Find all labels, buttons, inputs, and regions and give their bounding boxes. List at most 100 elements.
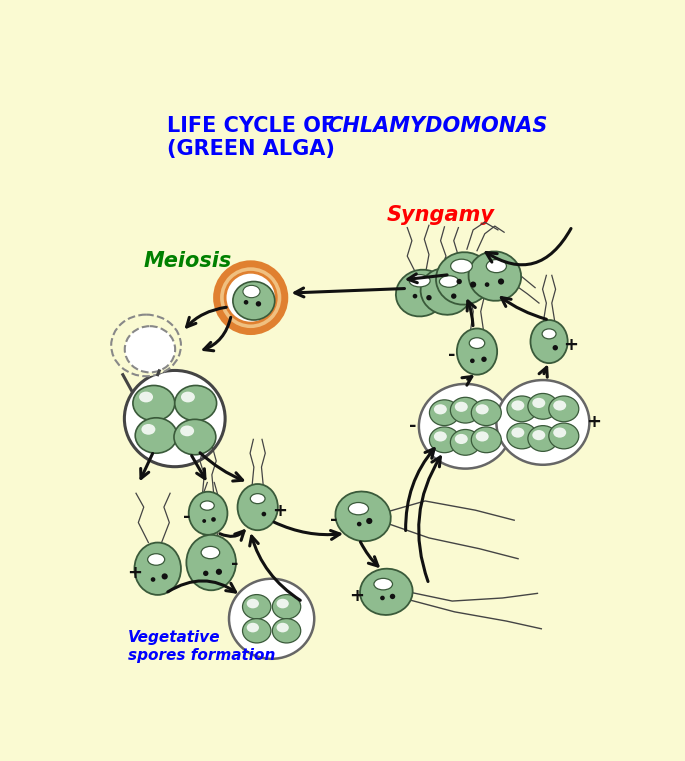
Ellipse shape — [360, 568, 412, 615]
Circle shape — [380, 596, 385, 600]
Ellipse shape — [421, 269, 471, 315]
Ellipse shape — [507, 396, 537, 422]
Ellipse shape — [497, 380, 589, 465]
Ellipse shape — [553, 428, 566, 438]
Ellipse shape — [125, 326, 175, 372]
Circle shape — [244, 300, 249, 304]
Circle shape — [151, 577, 155, 582]
Ellipse shape — [455, 402, 468, 412]
Text: Meiosis: Meiosis — [144, 250, 232, 271]
Circle shape — [498, 279, 504, 285]
Ellipse shape — [174, 419, 216, 455]
Ellipse shape — [247, 599, 259, 608]
Ellipse shape — [238, 484, 278, 530]
Circle shape — [451, 294, 456, 299]
Text: LIFE CYCLE OF: LIFE CYCLE OF — [167, 116, 342, 136]
Ellipse shape — [186, 535, 236, 591]
Circle shape — [412, 294, 417, 298]
Ellipse shape — [469, 251, 521, 301]
Ellipse shape — [512, 400, 524, 411]
Ellipse shape — [396, 269, 447, 317]
Circle shape — [482, 357, 486, 362]
Circle shape — [162, 573, 168, 579]
Ellipse shape — [243, 285, 260, 298]
Ellipse shape — [528, 425, 558, 451]
Circle shape — [203, 571, 208, 576]
Ellipse shape — [349, 502, 369, 515]
Ellipse shape — [242, 594, 271, 619]
Ellipse shape — [273, 594, 301, 619]
Circle shape — [202, 519, 206, 523]
Ellipse shape — [139, 392, 153, 403]
Ellipse shape — [419, 384, 512, 469]
Ellipse shape — [429, 400, 460, 425]
Ellipse shape — [471, 400, 501, 425]
Circle shape — [426, 295, 432, 301]
Ellipse shape — [148, 554, 164, 565]
Ellipse shape — [225, 272, 276, 323]
Circle shape — [216, 568, 222, 575]
Ellipse shape — [436, 252, 492, 304]
Ellipse shape — [216, 264, 285, 332]
Circle shape — [553, 345, 558, 350]
Text: -: - — [330, 511, 338, 529]
Text: +: + — [586, 413, 601, 431]
Ellipse shape — [200, 501, 214, 510]
Ellipse shape — [450, 397, 480, 423]
Ellipse shape — [233, 282, 275, 320]
Ellipse shape — [247, 622, 259, 632]
Circle shape — [256, 301, 261, 307]
Ellipse shape — [457, 329, 497, 374]
Ellipse shape — [277, 599, 289, 608]
Text: +: + — [127, 564, 142, 581]
Ellipse shape — [374, 578, 393, 590]
Ellipse shape — [180, 425, 194, 436]
Ellipse shape — [451, 260, 473, 273]
Ellipse shape — [125, 371, 225, 466]
Ellipse shape — [181, 392, 195, 403]
Text: -: - — [409, 417, 416, 435]
Ellipse shape — [277, 622, 289, 632]
Ellipse shape — [434, 431, 447, 441]
Circle shape — [470, 282, 476, 288]
Text: -: - — [183, 508, 190, 526]
Ellipse shape — [553, 400, 566, 411]
Ellipse shape — [512, 428, 524, 438]
Text: Syngamy: Syngamy — [386, 205, 495, 225]
Text: (GREEN ALGA): (GREEN ALGA) — [167, 139, 335, 159]
Ellipse shape — [336, 492, 390, 541]
Ellipse shape — [229, 578, 314, 659]
Ellipse shape — [532, 430, 545, 440]
Ellipse shape — [507, 423, 537, 449]
Ellipse shape — [273, 619, 301, 643]
Circle shape — [357, 522, 362, 527]
Ellipse shape — [549, 396, 579, 422]
Ellipse shape — [528, 393, 558, 419]
Ellipse shape — [134, 543, 181, 595]
Ellipse shape — [429, 427, 460, 453]
Ellipse shape — [175, 386, 216, 421]
Ellipse shape — [439, 275, 459, 288]
Text: CHLAMYDOMONAS: CHLAMYDOMONAS — [327, 116, 548, 136]
Text: Vegetative
spores formation: Vegetative spores formation — [128, 630, 275, 663]
Ellipse shape — [542, 329, 556, 339]
Ellipse shape — [188, 492, 227, 535]
Ellipse shape — [486, 260, 506, 272]
Ellipse shape — [471, 427, 501, 453]
Ellipse shape — [532, 398, 545, 408]
Text: +: + — [272, 502, 287, 520]
Ellipse shape — [409, 275, 430, 287]
Circle shape — [211, 517, 216, 522]
Text: +: + — [349, 587, 364, 605]
Ellipse shape — [250, 494, 265, 504]
Text: -: - — [231, 555, 238, 573]
Ellipse shape — [133, 386, 175, 421]
Ellipse shape — [434, 404, 447, 415]
Ellipse shape — [455, 434, 468, 444]
Ellipse shape — [141, 424, 155, 435]
Text: +: + — [563, 336, 578, 355]
Ellipse shape — [242, 619, 271, 643]
Circle shape — [485, 282, 489, 287]
Ellipse shape — [111, 314, 181, 376]
Circle shape — [470, 358, 475, 363]
